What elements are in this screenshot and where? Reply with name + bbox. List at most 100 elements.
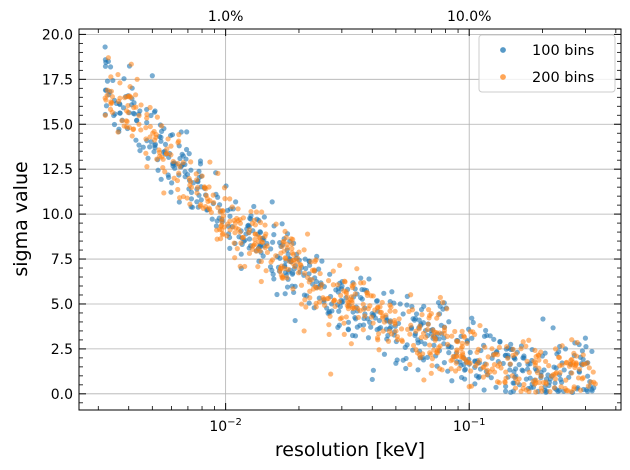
data-point	[193, 171, 199, 177]
data-point	[412, 332, 418, 339]
data-point	[362, 313, 368, 319]
data-point	[165, 136, 171, 142]
data-point	[330, 268, 336, 274]
data-point	[330, 282, 336, 288]
data-point	[400, 311, 406, 317]
data-point	[177, 195, 183, 201]
data-point	[464, 340, 470, 346]
data-point	[273, 253, 279, 259]
data-point	[379, 299, 385, 306]
data-point	[461, 334, 468, 340]
data-point	[259, 209, 265, 215]
series-200-bins	[102, 55, 598, 395]
data-point	[301, 328, 307, 334]
data-point	[381, 351, 388, 357]
data-point	[313, 278, 320, 285]
data-point	[536, 365, 542, 371]
data-point	[494, 379, 501, 385]
data-point	[402, 344, 408, 350]
data-point	[536, 353, 542, 359]
data-point	[285, 251, 291, 257]
data-point	[365, 290, 371, 296]
data-point	[103, 103, 110, 109]
data-point	[197, 161, 204, 167]
data-point	[348, 341, 354, 347]
data-point	[550, 325, 556, 331]
data-point	[107, 64, 114, 70]
data-point	[227, 245, 233, 251]
data-point	[246, 230, 252, 236]
data-point	[436, 336, 442, 342]
data-point	[503, 375, 509, 381]
data-point	[253, 209, 260, 215]
data-point	[469, 335, 475, 341]
data-point	[444, 333, 450, 339]
data-point	[282, 291, 288, 297]
data-point	[130, 110, 136, 116]
x-axis-label: resolution [keV]	[275, 439, 425, 461]
data-point	[429, 362, 435, 369]
data-point	[556, 354, 563, 361]
data-point	[398, 326, 405, 332]
data-point	[182, 174, 188, 180]
data-point	[417, 352, 423, 358]
data-point	[488, 375, 494, 381]
data-point	[456, 365, 462, 372]
data-point	[137, 147, 143, 154]
data-point	[418, 306, 425, 313]
data-point	[481, 387, 487, 393]
data-point	[341, 320, 347, 326]
data-point	[430, 333, 436, 339]
legend-box	[478, 34, 616, 93]
data-point	[229, 204, 235, 210]
data-point	[227, 196, 233, 202]
data-point	[448, 358, 454, 364]
data-point	[125, 102, 131, 109]
data-point	[157, 153, 163, 159]
data-point	[295, 270, 302, 276]
data-point	[548, 373, 555, 379]
data-point	[516, 376, 522, 382]
data-point	[127, 84, 133, 90]
data-point	[507, 367, 513, 373]
data-point	[437, 303, 443, 309]
top-axis-tick-label: 1.0%	[208, 9, 244, 25]
data-point	[187, 201, 193, 207]
legend: 100 bins 200 bins	[478, 34, 616, 93]
data-point	[102, 44, 108, 50]
data-point	[561, 367, 567, 373]
y-tick-label: 17.5	[42, 72, 73, 88]
data-point	[238, 240, 244, 246]
data-point	[562, 385, 568, 392]
data-point	[283, 256, 289, 262]
data-point	[559, 362, 565, 368]
data-point	[252, 231, 258, 237]
data-point	[453, 360, 459, 366]
data-point	[431, 347, 437, 353]
data-point	[475, 375, 482, 381]
data-point	[440, 299, 446, 305]
data-point	[482, 344, 488, 350]
data-point	[138, 102, 144, 108]
data-point	[583, 344, 589, 350]
data-point	[508, 389, 514, 395]
data-point	[232, 255, 238, 261]
data-point	[413, 311, 420, 317]
data-point	[345, 326, 351, 332]
data-point	[325, 295, 332, 302]
data-point	[143, 136, 149, 142]
data-point	[417, 323, 423, 329]
data-point	[292, 317, 298, 324]
data-point	[201, 184, 208, 190]
scatter-points	[102, 44, 598, 396]
data-point	[475, 346, 481, 353]
data-point	[543, 379, 549, 385]
data-point	[426, 315, 432, 321]
data-point	[579, 348, 586, 354]
data-point	[574, 339, 580, 346]
data-point	[473, 363, 479, 369]
data-point	[370, 367, 376, 373]
data-point	[413, 346, 419, 353]
data-point	[261, 214, 267, 220]
data-point	[289, 241, 295, 247]
